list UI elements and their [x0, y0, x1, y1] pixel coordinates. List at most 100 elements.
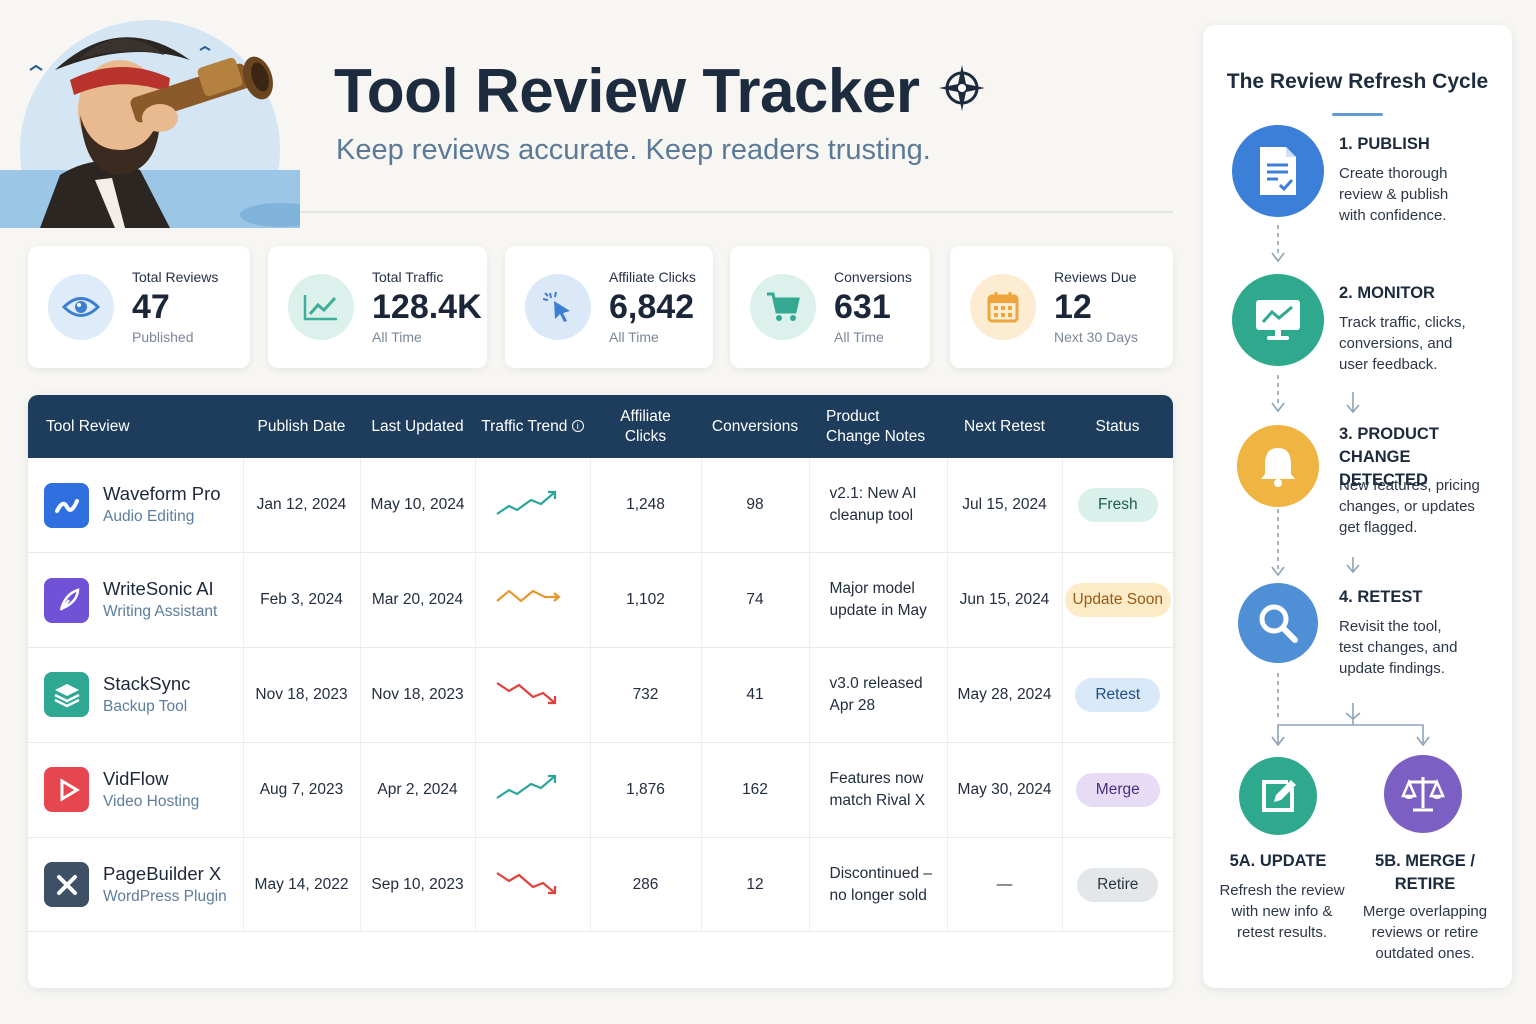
traffic-trend-sparkline: [495, 775, 556, 800]
column-header[interactable]: Conversions: [711, 417, 799, 435]
notes-line: cleanup tool: [829, 507, 914, 525]
affiliate-clicks: 1,102: [590, 552, 702, 648]
step-text-line: conversions, and: [1339, 335, 1453, 352]
tool-name[interactable]: WriteSonic AI: [103, 578, 214, 600]
last-updated: Sep 10, 2023: [360, 837, 476, 932]
step-title-line: DETECTED: [1339, 471, 1428, 489]
conversions: 74: [701, 552, 810, 648]
table-row[interactable]: WriteSonic AI Writing Assistant Feb 3, 202…: [28, 552, 1173, 648]
stat-card-total-reviews[interactable]: Total Reviews 47 Published: [28, 246, 250, 368]
tool-name[interactable]: StackSync: [103, 672, 191, 694]
review-table-card: Tool Review Publish Date Last Updated Tr…: [28, 395, 1173, 988]
status-badge[interactable]: Retire: [1077, 867, 1159, 902]
magnifier-icon: [1238, 583, 1318, 663]
table-row[interactable]: VidFlow Video Hosting Aug 7, 2023 Apr 2, 20…: [28, 742, 1173, 838]
step-title: 5A. UPDATE: [1229, 852, 1327, 870]
column-header[interactable]: Last Updated: [371, 417, 464, 435]
product-change-notes: Major model update in May: [809, 552, 948, 648]
column-header[interactable]: Publish Date: [257, 417, 346, 435]
table-row[interactable]: Waveform Pro Audio Editing Jan 12, 2024 May…: [28, 458, 1173, 553]
tool-name[interactable]: VidFlow: [103, 767, 169, 789]
publish-date: Feb 3, 2024: [243, 552, 361, 648]
status-cell: Merge: [1062, 742, 1173, 837]
tool-cell: VidFlow Video Hosting: [28, 742, 244, 838]
step-title: 3. PRODUCT CHANGE DETECTED: [1339, 423, 1512, 492]
page-subtitle: Keep reviews accurate. Keep readers trus…: [336, 134, 931, 166]
table-row[interactable]: StackSync Backup Tool Nov 18, 2023 Nov 18, …: [28, 647, 1173, 743]
step-text: Track traffic, clicks, conversions, and us…: [1339, 312, 1466, 375]
stat-sub: All Time: [609, 329, 659, 345]
column-header-label: Traffic Trend: [481, 417, 568, 435]
notes-line: v3.0 released: [829, 674, 923, 692]
traffic-trend-cell: [475, 552, 591, 648]
stat-card-conversions[interactable]: Conversions 631 All Time: [730, 246, 930, 368]
layers-logo-icon: [44, 672, 89, 718]
step-title-line: 5B. MERGE /: [1375, 852, 1475, 870]
step-text: Create thorough review & publish with conf…: [1339, 163, 1448, 226]
panel-title: The Review Refresh Cycle: [1226, 70, 1489, 93]
column-header[interactable]: Next Retest: [964, 417, 1045, 435]
stat-sub: All Time: [372, 329, 422, 345]
column-header[interactable]: Status: [1095, 417, 1140, 435]
next-retest: Jun 15, 2024: [947, 552, 1063, 648]
notes-line: no longer sold: [829, 886, 927, 904]
tool-name[interactable]: Waveform Pro: [103, 483, 221, 505]
stat-cards: Total Reviews 47 Published Total Traffic 12…: [0, 246, 1180, 368]
last-updated: Apr 2, 2024: [360, 742, 476, 838]
traffic-trend-sparkline: [495, 589, 561, 603]
traffic-trend-cell: [475, 837, 591, 932]
traffic-trend-sparkline: [495, 872, 556, 895]
status-badge[interactable]: Retest: [1075, 677, 1161, 712]
tool-name[interactable]: PageBuilder X: [103, 862, 222, 884]
refresh-cycle-panel: The Review Refresh Cycle 1. PUBLISH Crea…: [1203, 25, 1512, 988]
stat-label: Reviews Due: [1054, 269, 1137, 285]
status-badge[interactable]: Merge: [1075, 772, 1160, 807]
next-retest: Jul 15, 2024: [947, 458, 1063, 553]
trend-chart-icon: [288, 274, 354, 340]
publish-date: Jan 12, 2024: [243, 458, 361, 553]
stat-value: 128.4K: [372, 288, 482, 326]
step-text-line: retest results.: [1236, 924, 1328, 941]
table-row[interactable]: PageBuilder X WordPress Plugin May 14, 202…: [28, 837, 1173, 932]
notes-line: match Rival X: [829, 791, 926, 809]
stat-card-affiliate-clicks[interactable]: Affiliate Clicks 6,842 All Time: [505, 246, 713, 368]
stat-card-total-traffic[interactable]: Total Traffic 128.4K All Time: [268, 246, 487, 368]
step-text-line: reviews or retire: [1371, 924, 1479, 941]
tool-category: Backup Tool: [103, 697, 188, 715]
header-divider: [300, 211, 1173, 213]
page-title-text: Tool Review Tracker: [334, 57, 920, 126]
panel-title-underline: [1332, 113, 1383, 116]
status-badge[interactable]: Fresh: [1077, 488, 1158, 523]
tool-category: WordPress Plugin: [103, 887, 227, 905]
conversions: 162: [701, 742, 810, 838]
step-title: 2. MONITOR: [1339, 284, 1435, 302]
status-cell: Update Soon: [1062, 553, 1173, 648]
column-header[interactable]: Affiliate Clicks: [590, 395, 701, 458]
column-header-traffic-trend[interactable]: Traffic Trend i: [475, 395, 590, 458]
status-badge[interactable]: Update Soon: [1064, 583, 1171, 618]
feather-logo-icon: [44, 577, 89, 623]
conversions: 98: [701, 458, 810, 553]
step-text-line: with confidence.: [1339, 207, 1447, 224]
step-text-line: outdated ones.: [1375, 945, 1475, 962]
tool-cell: PageBuilder X WordPress Plugin: [28, 837, 244, 932]
cart-icon: [750, 274, 816, 340]
step-text-line: review & publish: [1339, 186, 1449, 203]
conversions: 12: [701, 837, 810, 932]
step-title-line: RETIRE: [1394, 875, 1456, 893]
step-text: Revisit the tool, test changes, and update…: [1339, 616, 1457, 679]
column-header[interactable]: Tool Review: [46, 417, 130, 435]
step-text-line: Revisit the tool,: [1339, 618, 1442, 635]
stat-card-reviews-due[interactable]: Reviews Due 12 Next 30 Days: [950, 246, 1173, 368]
last-updated: Nov 18, 2023: [360, 647, 476, 743]
info-icon[interactable]: i: [571, 420, 584, 433]
monitor-chart-icon: [1232, 274, 1324, 366]
page-title: Tool Review Tracker: [334, 56, 986, 127]
step-text-line: New features, pricing: [1339, 477, 1480, 494]
status-cell: Retire: [1062, 837, 1173, 932]
step-title: 5B. MERGE / RETIRE: [1350, 850, 1500, 896]
product-change-notes: v2.1: New AI cleanup tool: [809, 458, 948, 553]
stat-sub: Published: [132, 329, 194, 345]
traffic-trend-sparkline: [495, 682, 556, 705]
column-header[interactable]: Product Change Notes: [809, 395, 947, 458]
